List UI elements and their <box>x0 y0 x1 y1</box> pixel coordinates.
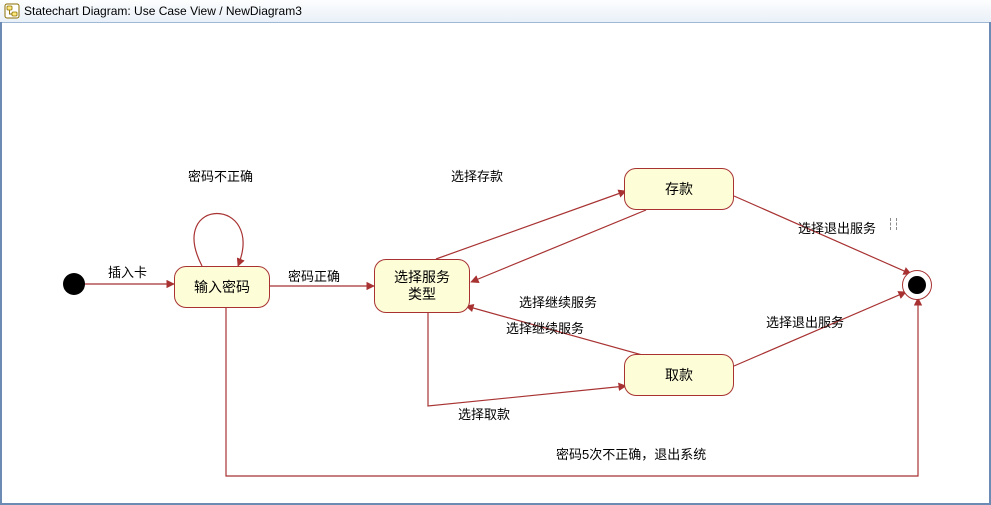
decor-tick <box>896 218 898 230</box>
state-s_input_pw[interactable]: 输入密码 <box>174 266 270 308</box>
statechart-icon <box>4 3 20 19</box>
edge-label-e_wd_cont: 选择继续服务 <box>506 318 584 337</box>
edge-e_dep_cont <box>471 210 646 282</box>
state-s_select[interactable]: 选择服务类型 <box>374 259 470 313</box>
edge-label-e_dep_exit: 选择退出服务 <box>798 218 876 237</box>
final-state[interactable] <box>902 270 932 300</box>
edge-label-e_pw5_exit: 密码5次不正确，退出系统 <box>556 444 706 463</box>
edge-label-e_pw_bad: 密码不正确 <box>188 166 253 185</box>
window-title: Statechart Diagram: Use Case View / NewD… <box>24 4 302 18</box>
diagram-canvas[interactable]: 输入密码 选择服务类型 存款取款 插入卡 密码正确 密码不正确 选择存款选择取款 选择继续服务… <box>6 26 985 499</box>
edge-label-e_wd_exit: 选择退出服务 <box>766 312 844 331</box>
state-s_withdraw[interactable]: 取款 <box>624 354 734 396</box>
edge-label-e_insert: 插入卡 <box>108 262 147 281</box>
edge-label-e_sel_deposit: 选择存款 <box>451 166 503 185</box>
edge-e_pw_bad <box>194 214 243 267</box>
edge-label-e_dep_cont: 选择继续服务 <box>519 292 597 311</box>
titlebar[interactable]: Statechart Diagram: Use Case View / NewD… <box>0 0 991 23</box>
app-window: Statechart Diagram: Use Case View / NewD… <box>0 0 991 505</box>
state-s_deposit[interactable]: 存款 <box>624 168 734 210</box>
decor-tick <box>890 218 892 230</box>
canvas-frame: 输入密码 选择服务类型 存款取款 插入卡 密码正确 密码不正确 选择存款选择取款 选择继续服务… <box>0 22 991 505</box>
initial-state[interactable] <box>63 273 85 295</box>
edge-label-e_pw_ok: 密码正确 <box>288 266 340 285</box>
edges-layer <box>6 26 985 499</box>
edge-label-e_sel_withdraw: 选择取款 <box>458 404 510 423</box>
edge-e_sel_deposit <box>436 191 626 259</box>
